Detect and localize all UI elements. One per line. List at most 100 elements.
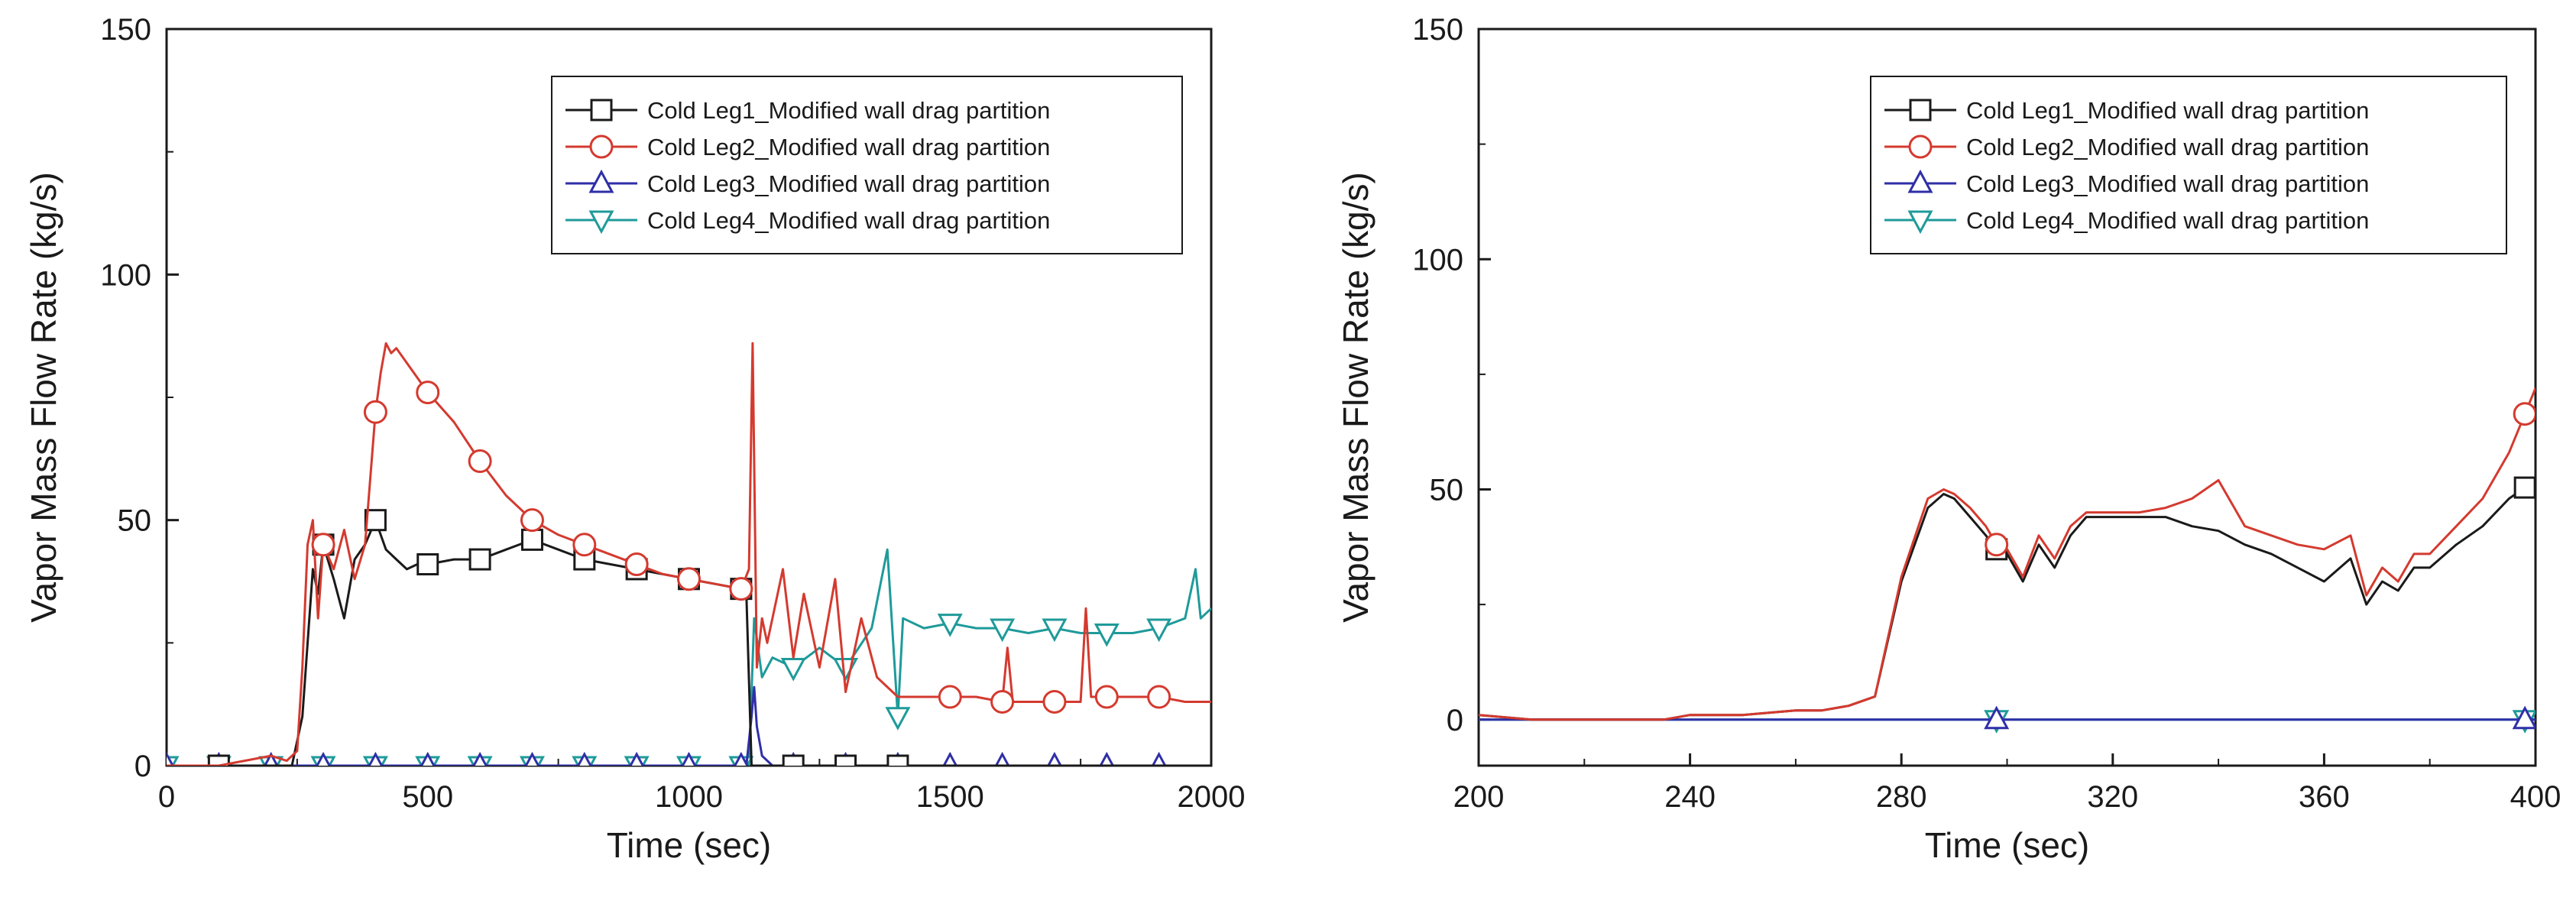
series-3-marker xyxy=(2512,705,2535,730)
x-tick-label: 280 xyxy=(1876,780,1927,814)
series-2-marker xyxy=(1985,533,2009,557)
series-1-marker xyxy=(2513,476,2535,499)
legend-label: Cold Leg4_Modified wall drag partition xyxy=(1966,207,2369,234)
series-4-marker xyxy=(1042,618,1068,643)
series-2-marker xyxy=(1147,685,1171,709)
series-3-marker xyxy=(472,751,488,766)
series-1-line xyxy=(1479,479,2535,721)
legend-item-2: Cold Leg2_Modified wall drag partition xyxy=(1884,134,2369,160)
legend-box xyxy=(551,76,1183,254)
legend-label: Cold Leg4_Modified wall drag partition xyxy=(647,207,1050,234)
series-2-marker xyxy=(311,533,335,557)
legend-label: Cold Leg1_Modified wall drag partition xyxy=(1966,97,2369,124)
legend: Cold Leg1_Modified wall drag partition Co… xyxy=(1870,76,2507,254)
y-tick-label: 150 xyxy=(100,13,151,47)
x-tick-label: 360 xyxy=(2299,780,2350,814)
legend-swatch-marker xyxy=(1909,99,1932,121)
series-2-marker xyxy=(1094,685,1119,709)
series-4-marker xyxy=(1094,623,1120,647)
x-tick-label: 200 xyxy=(1453,780,1505,814)
legend-box xyxy=(1870,76,2507,254)
series-2-marker xyxy=(938,685,962,709)
series-3-marker xyxy=(316,751,331,766)
y-tick-label: 100 xyxy=(1412,243,1463,277)
series-4-marker xyxy=(885,707,911,730)
series-3-marker xyxy=(263,751,279,766)
series-3-marker xyxy=(167,751,174,766)
legend-item-4: Cold Leg4_Modified wall drag partition xyxy=(1884,207,2369,235)
y-tick-label: 50 xyxy=(1430,474,1464,507)
legend-swatch-marker xyxy=(1907,169,1933,193)
y-tick-label: 150 xyxy=(1412,13,1463,47)
series-3-marker xyxy=(1984,705,2010,730)
legend-item-4: Cold Leg4_Modified wall drag partition xyxy=(565,207,1050,235)
y-tick-label: 0 xyxy=(134,750,151,783)
legend-item-2: Cold Leg2_Modified wall drag partition xyxy=(565,134,1050,160)
series-2 xyxy=(167,342,1211,766)
series-3-marker xyxy=(1099,751,1115,766)
legend-swatch-marker xyxy=(1907,210,1933,235)
series-3-marker xyxy=(629,751,644,766)
legend-swatch-marker xyxy=(589,134,614,159)
series-2-marker xyxy=(990,689,1015,714)
series-2-marker xyxy=(677,567,701,591)
x-tick-label: 240 xyxy=(1664,780,1716,814)
series-3-line xyxy=(167,685,1211,766)
legend-swatch-marker xyxy=(588,210,614,235)
y-axis-label: Vapor Mass Flow Rate (kg/s) xyxy=(1336,172,1375,623)
x-tick-label: 0 xyxy=(158,780,175,814)
legend-label: Cold Leg1_Modified wall drag partition xyxy=(647,97,1050,124)
series-2-line xyxy=(1479,387,2535,721)
series-1-marker xyxy=(782,754,805,766)
series-4-marker xyxy=(1146,618,1172,643)
legend-swatch-marker xyxy=(1908,134,1933,159)
plot-area xyxy=(167,342,1211,766)
series-3-marker xyxy=(368,751,384,766)
x-tick-label: 400 xyxy=(2510,780,2561,814)
series-2-marker xyxy=(520,508,544,533)
series-2-marker xyxy=(468,449,492,474)
legend-label: Cold Leg2_Modified wall drag partition xyxy=(1966,134,2369,160)
x-tick-label: 2000 xyxy=(1178,780,1246,814)
x-tick-label: 1500 xyxy=(916,780,984,814)
legend-item-3: Cold Leg3_Modified wall drag partition xyxy=(1884,169,2369,197)
series-4-marker xyxy=(780,657,806,682)
legend-item-1: Cold Leg1_Modified wall drag partition xyxy=(565,97,1050,124)
series-3-marker xyxy=(994,751,1010,766)
series-2-marker xyxy=(363,400,387,424)
series-1-marker xyxy=(886,754,909,766)
series-3-marker xyxy=(577,751,592,766)
x-tick-label: 500 xyxy=(402,780,453,814)
plot-area xyxy=(1479,387,2535,734)
x-axis-label: Time (sec) xyxy=(607,825,772,865)
legend-swatch-marker xyxy=(588,169,614,193)
series-3-marker xyxy=(681,751,697,766)
y-axis-label: Vapor Mass Flow Rate (kg/s) xyxy=(24,172,63,623)
series-2-marker xyxy=(2513,402,2535,426)
series-1-marker xyxy=(520,528,543,551)
series-4-marker xyxy=(990,618,1016,643)
series-3-marker xyxy=(734,751,749,766)
series-3-marker xyxy=(1151,751,1167,766)
series-1-marker xyxy=(416,553,439,576)
legend-label: Cold Leg3_Modified wall drag partition xyxy=(647,170,1050,197)
x-tick-label: 320 xyxy=(2087,780,2138,814)
series-2-marker xyxy=(1042,689,1067,714)
series-1-marker xyxy=(207,754,230,766)
series-3-marker xyxy=(524,751,540,766)
series-3-marker xyxy=(942,751,958,766)
series-1-marker xyxy=(364,509,387,532)
legend-label: Cold Leg3_Modified wall drag partition xyxy=(1966,170,2369,197)
series-1-marker xyxy=(468,548,491,571)
series-2-marker xyxy=(572,533,597,557)
series-2-marker xyxy=(416,381,440,405)
chart-2: 200 240 280 320 360 400 0 50 100 150 Time (sec) Vap… xyxy=(1336,13,2561,865)
series-4-marker xyxy=(937,614,963,637)
series-3-marker xyxy=(420,751,436,766)
x-tick-label: 1000 xyxy=(655,780,723,814)
series-1-marker xyxy=(834,754,857,766)
legend: Cold Leg1_Modified wall drag partition Co… xyxy=(551,76,1183,254)
legend-item-3: Cold Leg3_Modified wall drag partition xyxy=(565,169,1050,197)
legend-swatch-marker xyxy=(590,99,613,121)
